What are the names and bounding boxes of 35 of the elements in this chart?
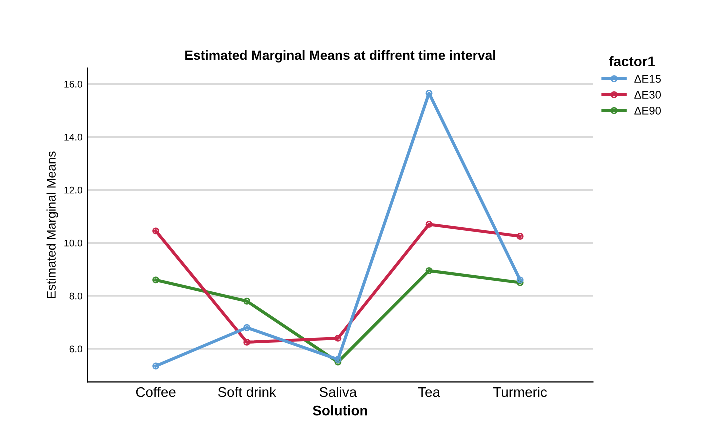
point xyxy=(516,233,524,240)
x-tick-label: Coffee xyxy=(136,387,176,398)
point xyxy=(152,362,160,370)
legend-label: ΔE30 xyxy=(634,91,662,99)
x-tick-label: Turmeric xyxy=(494,387,548,398)
line-series xyxy=(152,90,524,370)
legend-label: ΔE15 xyxy=(634,75,662,84)
x-axis-title: Solution xyxy=(313,406,368,416)
point xyxy=(426,267,433,274)
x-tick-label: Saliva xyxy=(320,387,358,398)
legend-label: ΔE90 xyxy=(634,106,662,115)
y-tick-label: 16.0 xyxy=(64,80,83,88)
y-tick-label: 12.0 xyxy=(64,186,83,194)
point xyxy=(516,279,524,286)
point xyxy=(244,324,251,332)
y-axis-title: Estimated Marginal Means xyxy=(46,152,58,298)
y-tick-label: 14.0 xyxy=(64,134,83,141)
chart-title: Estimated Marginal Means at diffrent time interval xyxy=(186,50,496,63)
point xyxy=(426,90,433,97)
point xyxy=(244,338,251,346)
line-series xyxy=(152,267,524,366)
point xyxy=(516,276,524,284)
x-tick-label: Soft drink xyxy=(218,387,276,398)
point xyxy=(426,221,433,228)
y-tick-label: 8.0 xyxy=(70,292,83,300)
point xyxy=(152,276,160,284)
y-tick-label: 6.0 xyxy=(70,346,83,353)
point xyxy=(152,228,160,235)
legend-title: factor1 xyxy=(609,56,656,67)
point xyxy=(334,356,342,364)
point xyxy=(244,298,251,305)
point xyxy=(334,334,342,342)
line-series xyxy=(152,221,524,346)
y-tick-label: 10.0 xyxy=(64,240,83,247)
x-tick-label: Tea xyxy=(418,388,440,398)
